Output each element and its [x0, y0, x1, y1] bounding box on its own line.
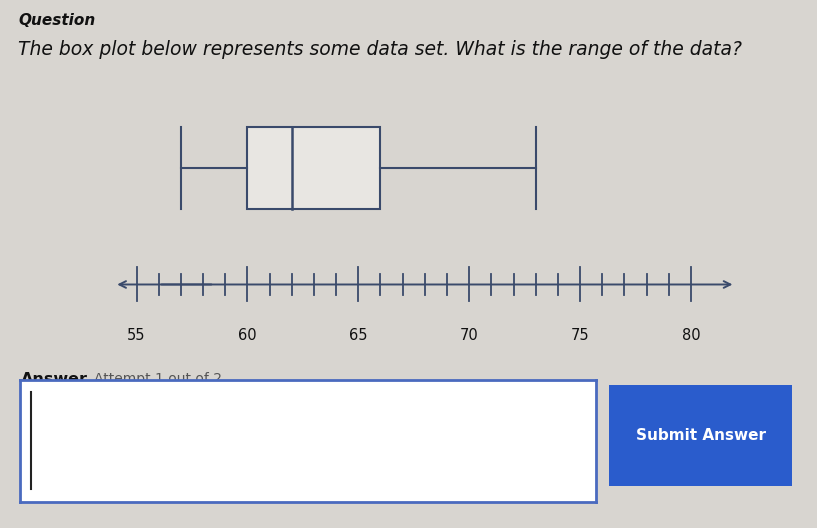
Text: 55: 55 — [127, 328, 145, 343]
Text: Submit Answer: Submit Answer — [636, 428, 766, 443]
Text: 65: 65 — [349, 328, 368, 343]
Text: 60: 60 — [238, 328, 257, 343]
Text: The box plot below represents some data set. What is the range of the data?: The box plot below represents some data … — [18, 40, 742, 59]
Text: Answer: Answer — [20, 372, 87, 387]
Text: 80: 80 — [681, 328, 700, 343]
Text: Attempt 1 out of 2: Attempt 1 out of 2 — [94, 372, 222, 386]
Text: 75: 75 — [571, 328, 589, 343]
Text: Question: Question — [18, 13, 96, 28]
Bar — [248, 127, 381, 209]
Text: 70: 70 — [460, 328, 479, 343]
